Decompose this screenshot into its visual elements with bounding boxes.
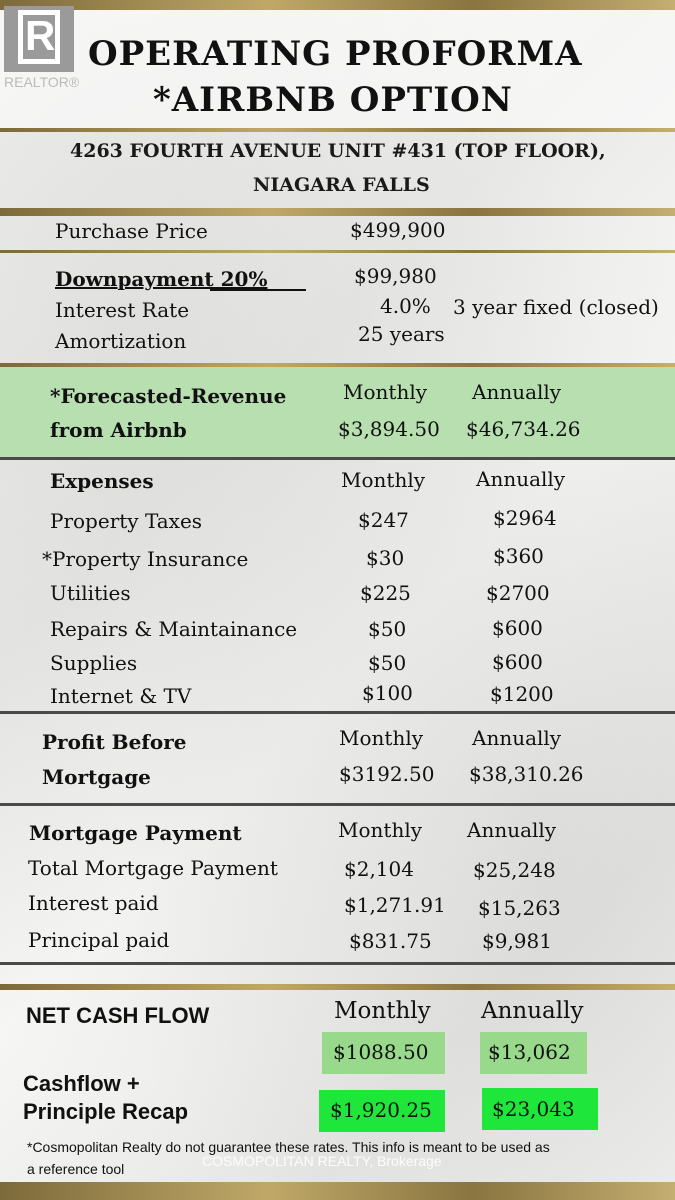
expense-annual: $360 <box>493 544 544 568</box>
gold-divider <box>0 250 675 253</box>
interest-rate-value: 4.0% <box>380 294 431 318</box>
expenses-monthly-header: Monthly <box>341 468 426 492</box>
recap-label-line-2: Principle Recap <box>23 1099 189 1124</box>
profit-monthly-value: $3192.50 <box>339 762 435 786</box>
revenue-label-line-2: from Airbnb <box>50 418 187 442</box>
section-divider <box>0 457 675 460</box>
expenses-header: Expenses <box>50 469 154 493</box>
interest-rate-label: Interest Rate <box>55 298 190 322</box>
address-line-2: NIAGARA FALLS <box>253 174 430 196</box>
expense-annual: $2700 <box>486 581 550 605</box>
net-annual-cell <box>480 1032 587 1074</box>
mortgage-annual-header: Annually <box>467 818 557 842</box>
profit-label-line-1: Profit Before <box>42 730 187 754</box>
expenses-annual-header: Annually <box>476 467 566 491</box>
recap-annual-cell <box>482 1088 598 1130</box>
revenue-monthly-header: Monthly <box>343 380 428 404</box>
header-band <box>0 10 675 128</box>
section-divider <box>0 962 675 965</box>
bottom-gold-bar <box>0 1182 675 1200</box>
recap-monthly-value: $1,920.25 <box>330 1098 432 1122</box>
disclaimer-line-1: *Cosmopolitan Realty do not guarantee th… <box>27 1139 550 1155</box>
logo-text: REALTOR® <box>4 74 80 90</box>
net-monthly-value: $1088.50 <box>333 1040 429 1064</box>
interest-rate-note: 3 year fixed (closed) <box>453 295 659 319</box>
expense-label: Property Taxes <box>50 509 203 533</box>
expense-annual: $600 <box>492 616 543 640</box>
gold-divider <box>0 363 675 367</box>
purchase-price-label: Purchase Price <box>55 219 208 243</box>
net-annual-header: Annually <box>481 998 584 1024</box>
expense-monthly: $225 <box>360 581 411 605</box>
expense-monthly: $30 <box>366 546 405 570</box>
expense-label: Utilities <box>50 581 131 605</box>
net-cash-flow-label: NET CASH FLOW <box>26 1003 210 1028</box>
gold-divider <box>0 128 675 132</box>
recap-annual-value: $23,043 <box>492 1097 575 1121</box>
net-monthly-cell <box>322 1032 445 1074</box>
expense-label: Repairs & Maintainance <box>50 617 298 641</box>
expense-monthly: $100 <box>362 681 413 705</box>
expense-annual: $1200 <box>490 682 554 706</box>
expense-monthly: $247 <box>358 508 409 532</box>
gold-divider <box>0 208 675 216</box>
expense-monthly: $50 <box>368 617 407 641</box>
mortgage-label: Interest paid <box>28 891 159 915</box>
profit-monthly-header: Monthly <box>339 726 424 750</box>
revenue-monthly-value: $3,894.50 <box>338 417 440 441</box>
expense-label: Supplies <box>50 651 138 675</box>
realtor-logo: R <box>4 6 74 72</box>
revenue-annual-header: Annually <box>472 380 562 404</box>
purchase-price-value: $499,900 <box>350 218 446 242</box>
expense-label: *Property Insurance <box>42 547 249 571</box>
expense-label: Internet & TV <box>50 684 192 708</box>
recap-label-line-1: Cashflow + <box>23 1071 140 1096</box>
section-divider <box>0 803 675 806</box>
revenue-label-line-1: *Forecasted-Revenue <box>50 384 287 408</box>
mortgage-annual: $15,263 <box>478 896 561 920</box>
profit-label-line-2: Mortgage <box>42 765 151 789</box>
recap-monthly-cell <box>319 1090 445 1132</box>
revenue-band <box>0 367 675 457</box>
brokerage-watermark: COSMOPOLITAN REALTY, Brokerage <box>202 1153 442 1169</box>
expense-annual: $2964 <box>493 506 557 530</box>
expense-monthly: $50 <box>368 651 407 675</box>
gold-divider <box>0 984 675 990</box>
mortgage-annual: $9,981 <box>482 929 552 953</box>
revenue-annual-value: $46,734.26 <box>466 417 581 441</box>
mortgage-annual: $25,248 <box>473 858 556 882</box>
mortgage-header: Mortgage Payment <box>29 821 242 845</box>
mortgage-monthly: $1,271.91 <box>344 893 446 917</box>
downpayment-value: $99,980 <box>354 264 437 288</box>
title-line-2: *AIRBNB OPTION <box>153 80 513 120</box>
section-divider <box>0 711 675 714</box>
mortgage-monthly: $831.75 <box>349 929 432 953</box>
profit-annual-value: $38,310.26 <box>469 762 584 786</box>
downpayment-underline <box>210 289 306 291</box>
mortgage-monthly: $2,104 <box>344 857 414 881</box>
amortization-value: 25 years <box>358 322 445 346</box>
logo-letter: R <box>25 12 56 59</box>
mortgage-label: Total Mortgage Payment <box>28 856 278 880</box>
address-line-1: 4263 FOURTH AVENUE UNIT #431 (TOP FLOOR)… <box>70 140 606 162</box>
net-monthly-header: Monthly <box>334 998 431 1024</box>
amortization-label: Amortization <box>55 329 187 353</box>
disclaimer-line-2: a reference tool <box>27 1161 125 1177</box>
top-gold-bar <box>0 0 675 10</box>
net-annual-value: $13,062 <box>488 1040 571 1064</box>
title-line-1: OPERATING PROFORMA <box>88 34 583 74</box>
mortgage-label: Principal paid <box>28 928 170 952</box>
realtor-r-mark <box>18 10 60 64</box>
profit-annual-header: Annually <box>472 726 562 750</box>
downpayment-label: Downpayment 20% <box>55 267 268 291</box>
mortgage-monthly-header: Monthly <box>338 818 423 842</box>
expense-annual: $600 <box>492 650 543 674</box>
